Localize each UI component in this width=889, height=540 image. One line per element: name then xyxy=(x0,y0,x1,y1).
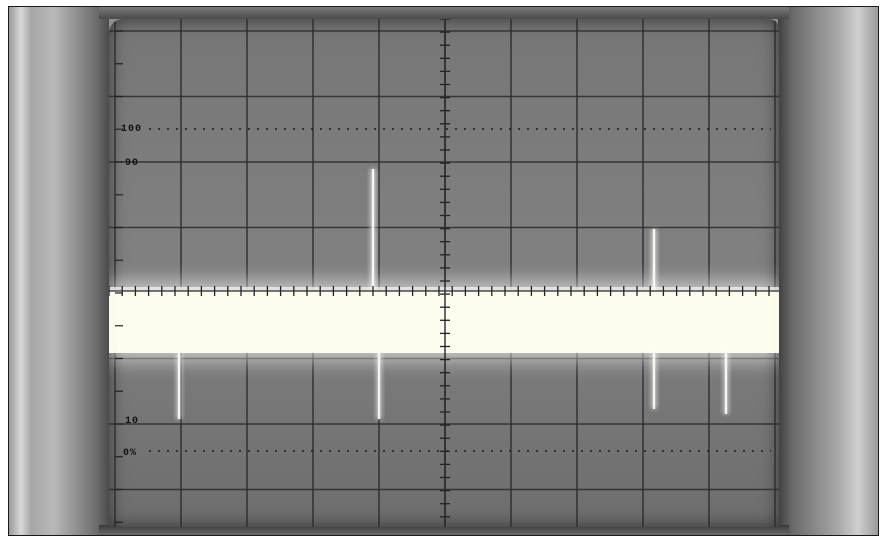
spike-down xyxy=(377,353,381,419)
crt-screen: 100 90 10 0% xyxy=(109,19,779,527)
label-10: 10 xyxy=(125,416,140,427)
trace-band xyxy=(109,291,779,353)
spike-up xyxy=(371,169,375,291)
center-axis-ticks xyxy=(109,19,779,527)
bezel-top xyxy=(99,7,789,19)
trace-top-edge xyxy=(109,287,779,291)
oscilloscope-photo: 100 90 10 0% xyxy=(8,6,879,536)
signal-spikes xyxy=(176,169,729,419)
spike-down xyxy=(177,353,181,419)
spike-down xyxy=(724,353,728,414)
signal-trace xyxy=(109,281,779,361)
bezel-right xyxy=(778,7,878,535)
bezel-left xyxy=(9,7,109,535)
spike-down xyxy=(652,353,656,409)
label-0-percent: 0% xyxy=(123,448,138,459)
label-90: 90 xyxy=(125,158,140,169)
graticule xyxy=(109,19,779,527)
label-100: 100 xyxy=(121,124,143,135)
spike-up xyxy=(652,229,656,291)
bezel-bottom xyxy=(99,525,789,535)
